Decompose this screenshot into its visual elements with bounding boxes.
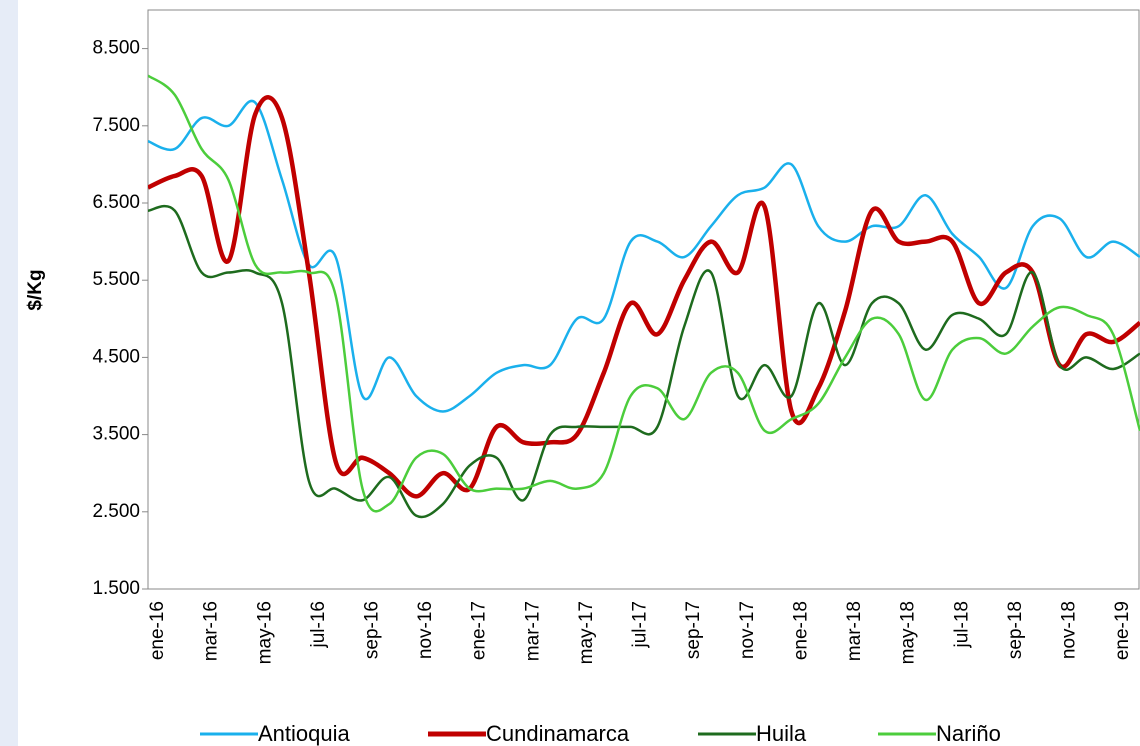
series-line xyxy=(148,204,1140,519)
x-tick-label: nov-16 xyxy=(415,601,436,659)
x-tick-label: may-18 xyxy=(898,601,919,664)
y-tick-label: 1.500 xyxy=(92,578,140,599)
legend-label: Antioquia xyxy=(258,721,351,746)
x-tick-label: jul-16 xyxy=(308,601,329,648)
legend-label: Cundinamarca xyxy=(486,721,630,746)
y-tick-label: 7.500 xyxy=(92,115,140,136)
x-tick-label: jul-17 xyxy=(630,601,651,648)
x-tick-label: nov-18 xyxy=(1059,601,1080,659)
y-tick-label: 6.500 xyxy=(92,192,140,213)
y-axis-label: $/Kg xyxy=(25,269,46,310)
plot-lines xyxy=(148,74,1140,519)
x-tick-label: ene-16 xyxy=(147,601,168,660)
plot-frame xyxy=(147,9,1140,590)
x-tick-label: ene-18 xyxy=(790,601,811,660)
legend-label: Huila xyxy=(756,721,807,746)
x-tick-label: sep-17 xyxy=(683,601,704,659)
series-line xyxy=(148,99,1140,413)
x-tick-label: may-17 xyxy=(576,601,597,664)
series-line xyxy=(148,74,1140,513)
x-tick-label: mar-16 xyxy=(201,601,222,661)
x-tick-label: mar-17 xyxy=(522,601,543,661)
y-tick-label: 3.500 xyxy=(92,424,140,445)
x-tick-label: jul-18 xyxy=(951,601,972,648)
series-line xyxy=(148,95,1140,499)
x-tick-label: mar-18 xyxy=(844,601,865,661)
y-tick-label: 5.500 xyxy=(92,269,140,290)
x-tick-label: sep-18 xyxy=(1005,601,1026,659)
x-tick-label: sep-16 xyxy=(362,601,383,659)
y-tick-label: 4.500 xyxy=(92,346,140,367)
x-tick-label: nov-17 xyxy=(737,601,758,659)
x-tick-label: ene-19 xyxy=(1112,601,1133,660)
y-tick-label: 8.500 xyxy=(92,38,140,59)
legend-label: Nariño xyxy=(936,721,1001,746)
y-tick-label: 2.500 xyxy=(92,501,140,522)
x-tick-label: ene-17 xyxy=(469,601,490,660)
side-strip xyxy=(0,0,18,746)
x-tick-label: may-16 xyxy=(254,601,275,664)
